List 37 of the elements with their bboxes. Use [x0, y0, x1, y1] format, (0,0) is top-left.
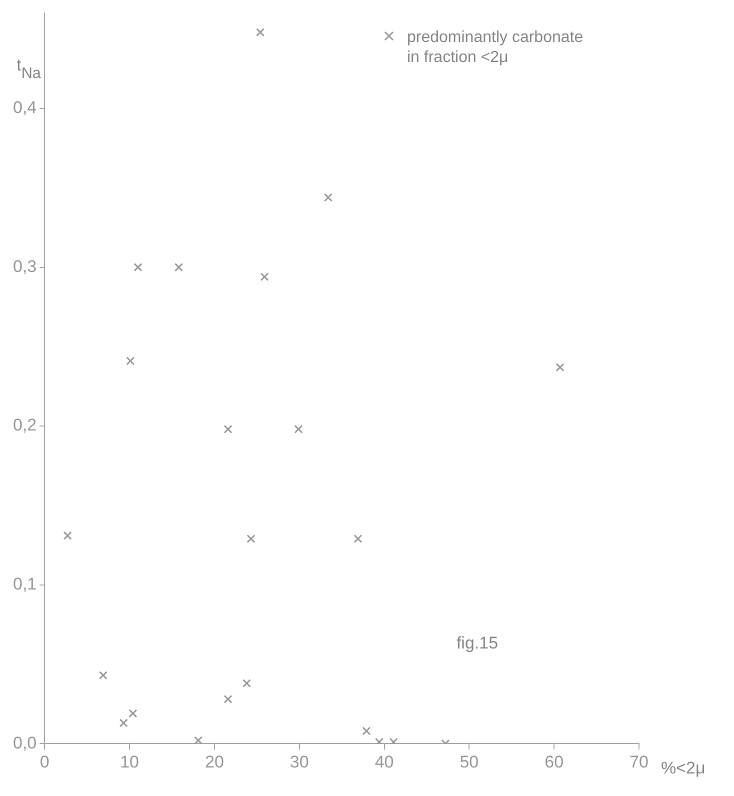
point [126, 356, 135, 366]
legend-label: predominantly carbonate in fraction <2μ [407, 29, 584, 66]
point [224, 424, 232, 434]
point [556, 363, 564, 372]
point [224, 694, 232, 704]
point [134, 262, 142, 272]
point [119, 718, 128, 728]
x-tick-label: 40 [374, 752, 394, 772]
point [354, 534, 362, 544]
point [374, 738, 384, 744]
point [128, 709, 138, 718]
x-tick-label: 10 [120, 752, 140, 772]
x-tick-label: 0 [40, 752, 50, 772]
point [98, 671, 108, 680]
y-tick-label: 0,0 [12, 733, 37, 752]
x-tick-label: 50 [460, 752, 479, 772]
x-tick-label: 20 [204, 752, 224, 772]
y-tick-label: 0,3 [12, 256, 37, 276]
point [294, 424, 303, 434]
x-axis-title: %<2μ [661, 758, 706, 778]
point [256, 28, 265, 37]
point [194, 736, 203, 744]
point [242, 678, 252, 688]
x-tick-label: 60 [544, 752, 564, 772]
point [246, 534, 256, 544]
point [362, 726, 371, 736]
y-tick-label: 0,4 [12, 98, 37, 118]
y-tick-label: 0,2 [12, 416, 37, 435]
point [260, 272, 269, 282]
x-tick-label: 70 [630, 752, 648, 772]
point [63, 531, 72, 540]
annotation: fig.15 [456, 634, 498, 653]
point [324, 193, 333, 202]
y-tick-label: 0,1 [12, 574, 37, 594]
point [389, 738, 398, 744]
point [174, 262, 184, 272]
x-tick-label: 30 [290, 752, 309, 772]
